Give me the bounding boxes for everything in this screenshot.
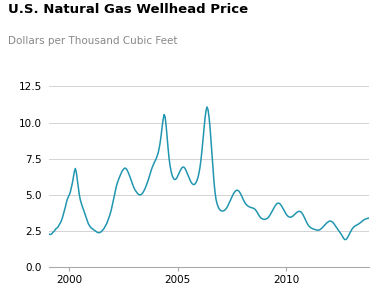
Text: Dollars per Thousand Cubic Feet: Dollars per Thousand Cubic Feet <box>8 36 177 46</box>
Text: U.S. Natural Gas Wellhead Price: U.S. Natural Gas Wellhead Price <box>8 3 248 16</box>
